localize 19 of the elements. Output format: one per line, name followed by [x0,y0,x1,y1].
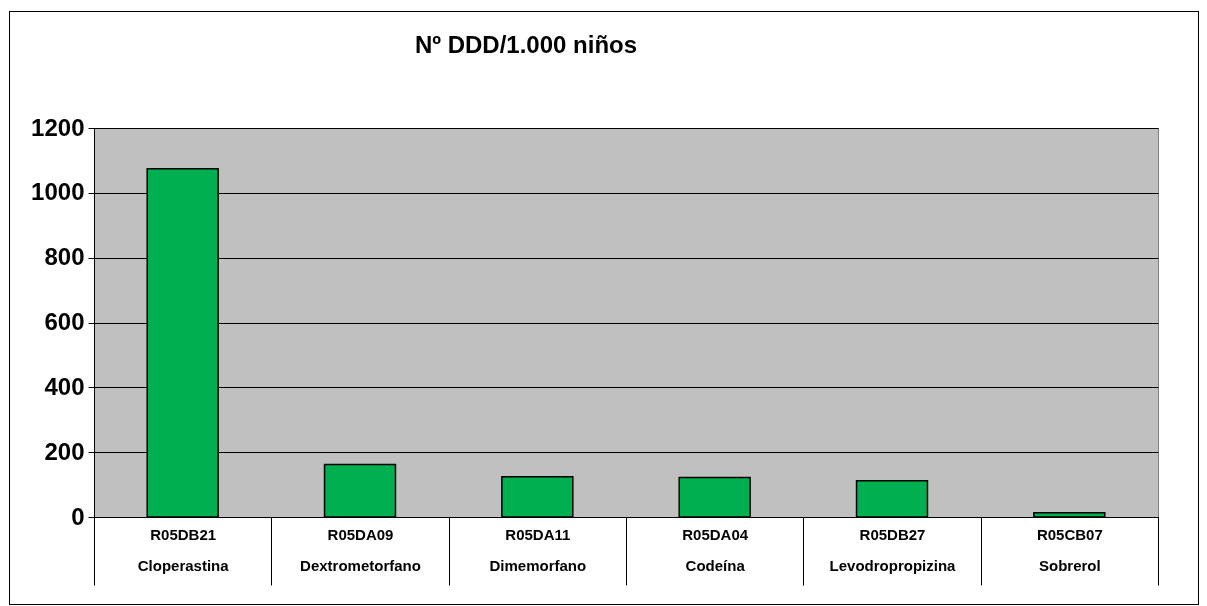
y-tick-label: 800 [44,243,85,271]
y-tick-label: 0 [71,502,85,530]
x-tick-label: R05DA11 Dimemorfano [489,525,587,574]
bar [1033,512,1106,518]
y-tick-label: 1000 [31,178,85,206]
y-tick-label: 600 [44,308,85,335]
y-tick-label: 1200 [31,113,85,141]
bar [323,463,397,518]
bar [678,476,751,518]
x-tick-label: R05DB21 Cloperastina [137,525,230,574]
chart-title: Nº DDD/1.000 niños [414,31,638,58]
x-tick-label: R05DB27 Levodropropizina [829,525,957,574]
bar [855,479,929,518]
y-tick-label: 400 [44,372,85,400]
y-tick-label: 200 [44,437,85,465]
bar [501,476,574,518]
x-tick-label: R05DA04 Codeína [682,525,749,574]
x-tick-label: R05CB07 Sobrerol [1036,525,1103,574]
x-tick-label: R05DA09 Dextrometorfano [300,525,421,574]
